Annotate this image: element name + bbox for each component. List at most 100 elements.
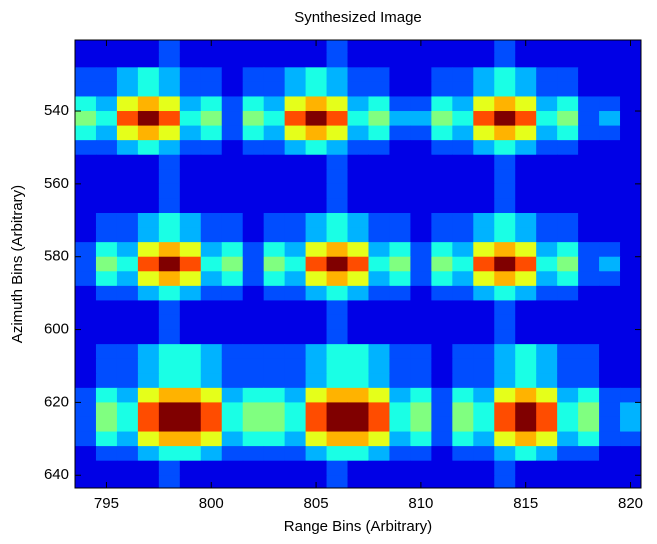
heatmap-cell (75, 111, 97, 127)
heatmap-cell (536, 67, 558, 83)
heatmap-cell (578, 387, 600, 403)
heatmap-cell (242, 40, 265, 54)
heatmap-cell (473, 198, 495, 214)
heatmap-cell (515, 387, 537, 403)
heatmap-cell (242, 285, 265, 301)
heatmap-cell (179, 52, 202, 68)
heatmap-cell (326, 431, 349, 447)
heatmap-cell (221, 140, 244, 156)
heatmap-cell (116, 125, 139, 141)
heatmap-cell (473, 242, 495, 258)
heatmap-cell (95, 154, 118, 170)
heatmap-cell (347, 198, 369, 214)
heatmap-cell (494, 329, 516, 345)
heatmap-cell (179, 183, 202, 199)
heatmap-cell (536, 256, 558, 272)
heatmap-cell (221, 460, 244, 476)
heatmap-cell (389, 154, 411, 170)
heatmap-cell (599, 183, 621, 199)
heatmap-cell (473, 169, 495, 185)
heatmap-cell (536, 169, 558, 185)
heatmap-cell (242, 242, 265, 258)
heatmap-cell (305, 183, 328, 199)
heatmap-cell (137, 387, 160, 403)
heatmap-cell (326, 111, 349, 127)
heatmap-cell (515, 300, 537, 316)
heatmap-cell (410, 213, 432, 229)
heatmap-cell (284, 96, 307, 112)
heatmap-cell (95, 387, 118, 403)
heatmap-cell (200, 169, 223, 185)
heatmap-cell (263, 169, 286, 185)
heatmap-cell (116, 387, 139, 403)
heatmap-cell (431, 416, 453, 433)
heatmap-cell (557, 446, 579, 462)
heatmap-cell (263, 183, 286, 199)
heatmap-cell (431, 67, 453, 83)
heatmap-cell (263, 460, 286, 476)
heatmap-cell (431, 111, 453, 127)
heatmap-cell (179, 446, 202, 462)
heatmap-cell (75, 256, 97, 272)
heatmap-cell (389, 198, 411, 214)
heatmap-cell (95, 314, 118, 331)
heatmap-cell (410, 81, 432, 97)
heatmap-cell (242, 475, 265, 488)
heatmap-cell (305, 67, 328, 83)
heatmap-cell (179, 242, 202, 258)
heatmap-cell (137, 256, 160, 272)
heatmap-cell (578, 344, 600, 360)
heatmap-cell (452, 67, 474, 83)
heatmap-cell (368, 431, 390, 447)
heatmap-cell (221, 271, 244, 287)
heatmap-cell (494, 183, 516, 199)
heatmap-cell (410, 431, 432, 447)
heatmap-cell (137, 344, 160, 360)
heatmap-cell (179, 154, 202, 170)
heatmap-cell (557, 460, 579, 476)
heatmap-cell (515, 285, 537, 301)
heatmap-cell (221, 81, 244, 97)
heatmap-cell (75, 314, 97, 331)
heatmap-cell (431, 52, 453, 68)
heatmap-cell (578, 242, 600, 258)
heatmap-cell (284, 460, 307, 476)
heatmap-cell (452, 344, 474, 360)
heatmap-cell (452, 198, 474, 214)
heatmap-cell (452, 256, 474, 272)
heatmap-cell (137, 431, 160, 447)
heatmap-cell (200, 213, 223, 229)
heatmap-cell (452, 96, 474, 112)
heatmap-cell (263, 314, 286, 331)
heatmap-cell (158, 344, 181, 360)
heatmap-cell (263, 111, 286, 127)
heatmap-cell (368, 402, 390, 418)
heatmap-cell (221, 416, 244, 433)
heatmap-cell (242, 96, 265, 112)
heatmap-cell (389, 140, 411, 156)
heatmap-cell (557, 154, 579, 170)
heatmap-cell (116, 314, 139, 331)
heatmap-cell (515, 358, 537, 374)
heatmap-cell (263, 475, 286, 488)
heatmap-cell (368, 446, 390, 462)
heatmap-cell (200, 125, 223, 141)
heatmap-cell (515, 40, 537, 54)
heatmap-cell (599, 169, 621, 185)
heatmap-cell (284, 358, 307, 374)
heatmap-cell (95, 227, 118, 243)
heatmap-cell (536, 198, 558, 214)
heatmap-cell (536, 402, 558, 418)
heatmap-cell (368, 242, 390, 258)
heatmap-cell (242, 111, 265, 127)
heatmap-cell (221, 111, 244, 127)
heatmap-cell (515, 373, 537, 389)
heatmap-cell (200, 81, 223, 97)
heatmap-cell (200, 52, 223, 68)
heatmap-cell (284, 344, 307, 360)
heatmap-cell (158, 111, 181, 127)
heatmap-cell (578, 314, 600, 331)
heatmap-cell (620, 475, 641, 488)
heatmap-cell (347, 446, 369, 462)
heatmap-cell (557, 183, 579, 199)
